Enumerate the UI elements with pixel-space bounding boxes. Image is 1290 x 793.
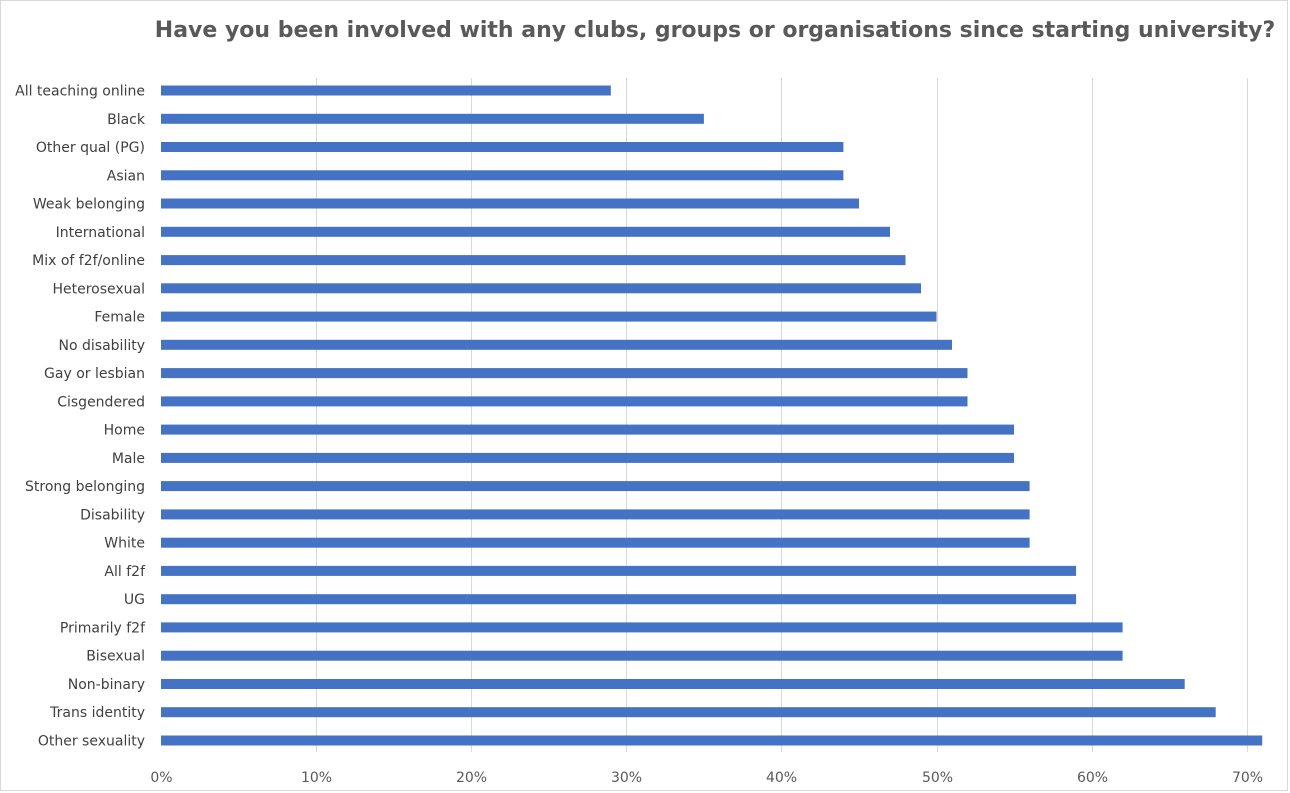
category-label: Black (107, 112, 146, 128)
bar (161, 142, 844, 152)
category-label: Disability (80, 507, 145, 523)
bar (161, 311, 937, 322)
category-label: Trans identity (49, 705, 145, 721)
category-label: Cisgendered (57, 394, 145, 410)
category-label: All f2f (104, 564, 146, 580)
category-label: Other sexuality (38, 734, 145, 750)
x-tick-label: 70% (1232, 770, 1263, 786)
bar (161, 396, 968, 407)
x-tick-label: 40% (766, 770, 797, 786)
bar (161, 650, 1123, 661)
bar (161, 537, 1030, 548)
x-tick-label: 50% (922, 770, 953, 786)
bar (161, 339, 952, 350)
x-tick-label: 10% (301, 770, 332, 786)
bar (161, 594, 1077, 605)
x-axis-ticks: 0% 10% 20% 30% 40% 50% 60% 70% (150, 770, 1263, 786)
bar (161, 170, 844, 181)
bar (161, 452, 1014, 463)
category-label: Primarily f2f (60, 620, 146, 636)
bar (161, 255, 906, 266)
x-tick-label: 20% (456, 770, 487, 786)
bar (161, 368, 968, 379)
bar (161, 735, 1263, 746)
category-label: Female (94, 310, 145, 326)
category-label: Male (112, 451, 145, 467)
bar (161, 283, 921, 294)
category-label: Mix of f2f/online (32, 253, 145, 269)
bar (161, 198, 859, 209)
bar (161, 481, 1030, 492)
bar (161, 622, 1123, 633)
bar (161, 679, 1185, 689)
category-label: Bisexual (86, 649, 145, 665)
bar (161, 509, 1030, 520)
category-label: Gay or lesbian (44, 366, 145, 382)
category-label: Heterosexual (52, 281, 145, 297)
bar (161, 85, 611, 96)
bar (161, 113, 704, 124)
category-label: White (104, 536, 145, 552)
category-label: Strong belonging (25, 479, 145, 495)
category-label: No disability (59, 338, 145, 354)
bars (161, 85, 1263, 746)
bar (161, 226, 890, 237)
chart-title: Have you been involved with any clubs, g… (154, 18, 1276, 43)
x-tick-label: 60% (1077, 770, 1108, 786)
category-label: Non-binary (68, 677, 145, 693)
gridlines (316, 78, 1248, 752)
category-label: Other qual (PG) (36, 140, 145, 156)
category-label: Weak belonging (33, 197, 145, 213)
x-tick-label: 0% (150, 770, 172, 786)
bar (161, 424, 1014, 435)
x-tick-label: 30% (611, 770, 642, 786)
bar (161, 565, 1077, 576)
category-labels: All teaching online Black Other qual (PG) A… (15, 84, 146, 750)
bar (161, 707, 1216, 718)
category-label: UG (124, 592, 145, 608)
category-label: Asian (107, 168, 145, 184)
category-label: Home (104, 423, 145, 439)
category-label: International (56, 225, 145, 241)
category-label: All teaching online (15, 84, 145, 100)
